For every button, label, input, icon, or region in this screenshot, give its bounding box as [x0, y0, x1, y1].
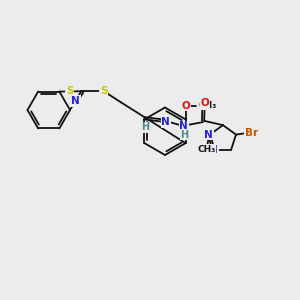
Text: S: S — [100, 86, 107, 96]
Text: H: H — [180, 130, 188, 140]
Text: H: H — [142, 122, 150, 132]
Text: N: N — [209, 145, 218, 155]
Text: Br: Br — [245, 128, 258, 138]
Text: S: S — [66, 86, 74, 96]
Text: CH₃: CH₃ — [198, 145, 216, 154]
Text: O: O — [181, 100, 190, 111]
Text: N: N — [179, 122, 188, 131]
Text: N: N — [204, 130, 213, 140]
Text: N: N — [71, 96, 80, 106]
Text: O: O — [200, 98, 209, 108]
Text: N: N — [161, 117, 170, 127]
Text: CH₃: CH₃ — [198, 100, 216, 109]
